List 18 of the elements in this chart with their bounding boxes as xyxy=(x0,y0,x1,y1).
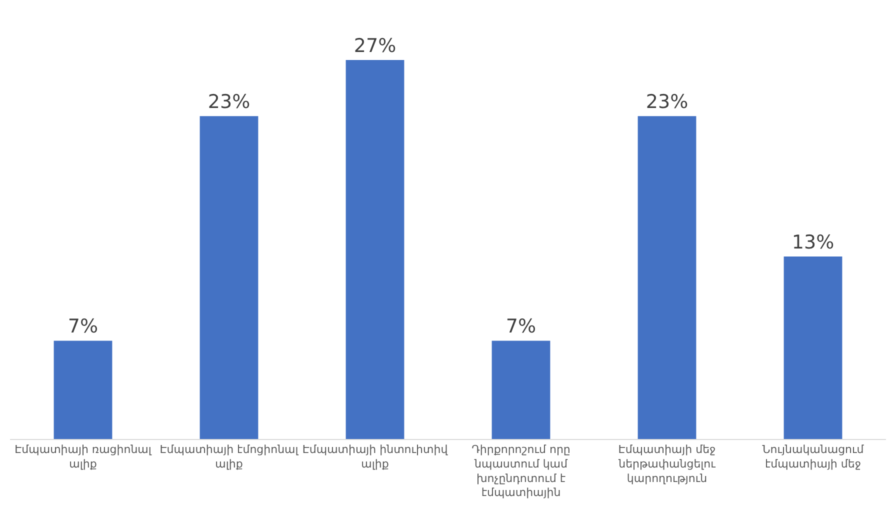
bar xyxy=(784,256,842,439)
x-tick-label: Էմպատիայի ինտուիտիվ ալիք xyxy=(302,443,449,470)
data-label: 23% xyxy=(646,91,688,114)
data-label: 13% xyxy=(792,231,834,254)
bar xyxy=(492,340,550,439)
bar xyxy=(638,116,696,439)
bar xyxy=(346,60,404,439)
bar xyxy=(200,116,258,439)
data-label: 7% xyxy=(68,316,98,338)
data-label: 23% xyxy=(208,91,250,114)
bar xyxy=(54,340,112,439)
x-tick-label: Էմպատիայի էմոցիոնալ ալիք xyxy=(160,443,300,470)
data-label: 7% xyxy=(506,316,536,338)
x-tick-label: Էմպատիայի մեջ ներթափանցելու կարողություն xyxy=(618,443,716,485)
x-tick-label: Նույնականացում էմպատիայի մեջ xyxy=(762,443,865,470)
x-tick-label: Դիրքորոշում որը նպաստում կամ խոչընդոտում է էմպատիային xyxy=(472,443,570,500)
x-tick-label: Էմպատիայի ռացիոնալ ալիք xyxy=(14,443,152,470)
data-label: 27% xyxy=(354,34,396,57)
